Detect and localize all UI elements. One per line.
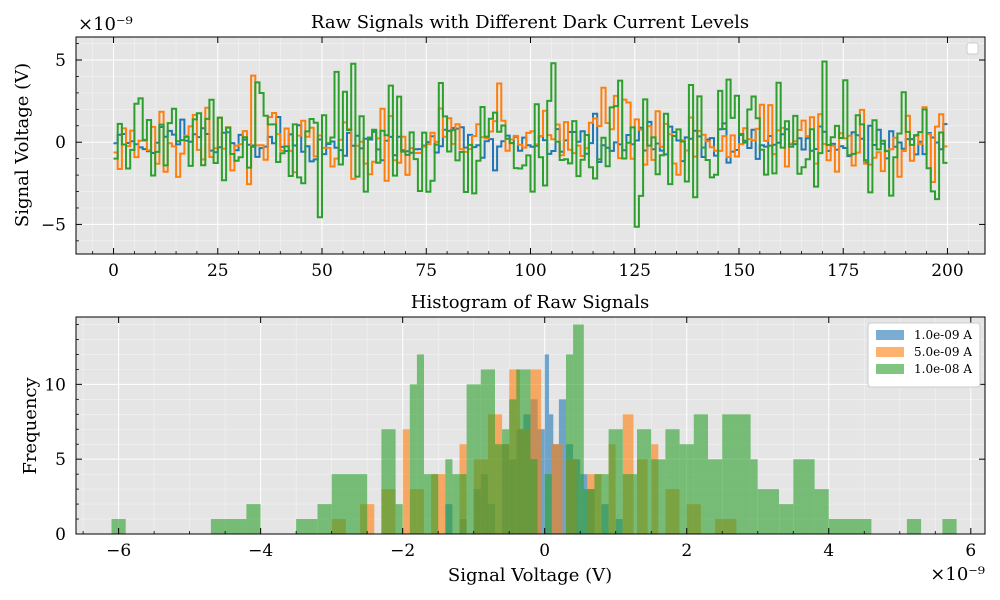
top-x-tick-label: 200 [931,261,963,281]
legend-label-2: 5.0e-09 A [914,345,972,359]
histogram-bar-series-3 [331,474,368,534]
top-chart-title: Raw Signals with Different Dark Current … [311,12,749,33]
bottom-ticks: −6 −4 −2 0 2 4 6 0 5 10 [44,317,985,561]
histogram-bar-series-3 [409,384,417,534]
histogram-bar-series-2 [551,444,563,534]
histogram-bar-series-3 [757,489,779,534]
histogram-bar-series-3 [424,474,439,534]
top-y-tick-label: −5 [41,215,66,235]
histogram-bar-series-3 [722,414,751,534]
legend-swatch-3 [876,364,904,374]
bottom-x-tick-label: 2 [681,541,692,561]
histogram-bar-series-3 [495,444,503,534]
legend-label-3: 1.0e-08 A [914,362,972,376]
histogram-bar-series-3 [296,519,318,534]
top-x-tick-label: 175 [827,261,859,281]
top-series-group [113,60,948,228]
bottom-y-axis-label: Frequency [20,376,41,474]
histogram-bar-series-3 [779,504,794,534]
histogram-bar-series-2 [530,369,542,534]
histogram-bar-series-3 [416,354,424,534]
histogram-bar-series-3 [530,459,538,534]
histogram-bar-series-3 [445,459,453,534]
histogram-bar-series-3 [665,429,680,534]
histogram-bar-series-3 [317,504,332,534]
top-x-tick-label: 125 [619,261,651,281]
histogram-bar-series-3 [679,444,694,534]
bottom-x-tick-label: −6 [106,541,131,561]
histogram-bar-series-3 [793,459,815,534]
histogram-bar-series-3 [814,489,829,534]
top-x-tick-label: 50 [311,261,333,281]
histogram-bar-series-3 [942,519,957,534]
histogram-bar-series-3 [573,324,584,534]
top-y-axis-label: Signal Voltage (V) [12,63,33,227]
legend-label-1: 1.0e-09 A [914,328,972,342]
histogram-bar-series-3 [906,519,922,534]
histogram-bar-series-3 [693,414,708,534]
histogram-bar-series-3 [246,504,261,534]
histogram-bar-series-3 [452,474,467,534]
histogram-bar-series-3 [210,519,247,534]
bottom-bars-group [111,324,957,534]
top-x-tick-label: 25 [207,261,229,281]
bottom-x-tick-label: −2 [390,541,415,561]
bottom-y-tick-label: 10 [44,375,66,395]
top-x-tick-label: 75 [415,261,437,281]
top-x-tick-label: 150 [723,261,755,281]
histogram-bar-series-3 [651,459,666,534]
histogram-bar-series-3 [466,384,481,534]
histogram-bar-series-3 [637,429,652,534]
bottom-x-tick-label: 0 [539,541,550,561]
histogram-bar-series-2 [402,429,410,534]
bottom-x-tick-label: 6 [965,541,976,561]
top-panel: 0 25 50 75 100 125 150 175 200 −5 0 5 Raw Signals w… [12,12,986,281]
histogram-bar-series-3 [608,429,623,534]
bottom-x-scale-label: ×10⁻⁹ [930,564,985,585]
histogram-bar-series-3 [566,354,574,534]
histogram-bar-series-3 [544,474,552,534]
bottom-x-axis-label: Signal Voltage (V) [448,565,612,586]
top-ticks: 0 25 50 75 100 125 150 175 200 −5 0 5 [41,37,985,281]
histogram-bar-series-3 [583,489,595,534]
top-y-tick-label: 5 [55,51,66,71]
top-series-line-3 [113,60,948,228]
bottom-plot-frame [75,316,986,535]
top-empty-legend [966,42,979,55]
bottom-x-tick-label: −4 [248,541,273,561]
legend-swatch-1 [876,330,904,340]
histogram-bar-series-1 [544,354,549,534]
histogram-bar-series-3 [828,519,872,534]
bottom-y-tick-label: 5 [55,450,66,470]
histogram-legend: 1.0e-09 A 5.0e-09 A 1.0e-08 A [867,322,981,388]
histogram-bar-series-3 [480,369,495,534]
top-y-scale-label: ×10⁻⁹ [78,14,133,35]
top-series-line-2 [113,74,948,186]
histogram-bar-series-3 [509,399,517,534]
histogram-bar-series-3 [708,459,723,534]
histogram-bar-series-3 [381,429,396,534]
top-x-tick-label: 100 [514,261,546,281]
histogram-bar-series-3 [395,504,403,534]
top-x-tick-label: 0 [108,261,119,281]
histogram-bar-series-3 [516,369,531,534]
legend-swatch-2 [876,347,904,357]
histogram-bar-series-3 [502,429,510,534]
histogram-bar-series-3 [622,474,637,534]
bottom-chart-title: Histogram of Raw Signals [411,292,649,313]
bottom-x-tick-label: 4 [823,541,834,561]
top-y-tick-label: 0 [55,133,66,153]
histogram-bar-series-3 [594,474,609,534]
bottom-y-tick-label: 0 [55,525,66,545]
histogram-bar-series-3 [111,519,126,534]
histogram-bar-series-3 [750,459,758,534]
